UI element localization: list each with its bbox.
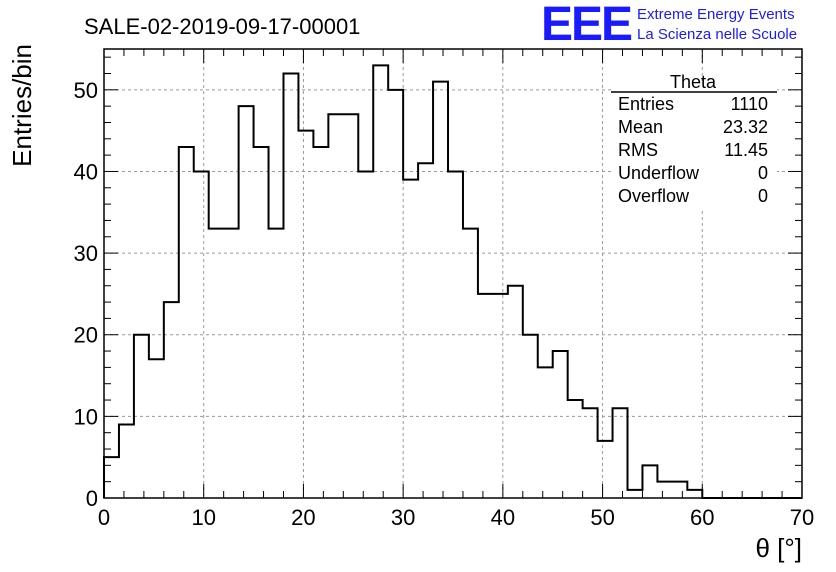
histogram-bin	[583, 408, 598, 498]
histogram-bin	[613, 408, 628, 498]
stats-label-overflow: Overflow	[618, 186, 690, 206]
y-tick-label: 40	[74, 159, 98, 184]
stats-box-title: Theta	[670, 72, 717, 92]
x-tick-label: 50	[590, 505, 614, 530]
x-tick-label: 60	[690, 505, 714, 530]
histogram-bin	[508, 286, 523, 498]
histogram-bin	[642, 465, 657, 498]
histogram-bin	[568, 400, 583, 498]
stats-value-rms: 11.45	[724, 140, 768, 160]
axes: 0 10 20 30 40 50 60 70 0 10 20 30 40 50	[74, 48, 814, 530]
logo-subtitle-line2: La Scienza nelle Scuole	[637, 26, 797, 43]
histogram-bin	[254, 147, 269, 498]
histogram-bin	[657, 482, 672, 498]
x-tick-label: 0	[98, 505, 110, 530]
stats-box: Theta Entries 1110 Mean 23.32 RMS 11.45 …	[611, 72, 777, 209]
stats-label-mean: Mean	[618, 117, 663, 137]
histogram-bin	[343, 114, 358, 498]
histogram-bin	[119, 425, 134, 498]
histogram-bin	[358, 171, 373, 498]
histogram-bin	[403, 180, 418, 498]
stats-box-background	[611, 81, 777, 209]
histogram-bin	[298, 131, 313, 498]
histogram-bin	[164, 302, 179, 498]
histogram-bin	[493, 294, 508, 498]
histogram-bin	[209, 229, 224, 498]
histogram-bin	[553, 351, 568, 498]
histogram-bin	[598, 441, 613, 498]
histogram-bin	[373, 65, 388, 498]
histogram-bin	[418, 163, 433, 498]
x-tick-label: 10	[191, 505, 215, 530]
histogram-bin	[194, 171, 209, 498]
x-tick-label: 40	[491, 505, 515, 530]
stats-label-underflow: Underflow	[618, 163, 700, 183]
histogram-outline	[103, 64, 802, 499]
histogram-bin	[523, 335, 538, 498]
logo-subtitle-line1: Extreme Energy Events	[637, 6, 795, 23]
eee-logo-letters: EEE	[541, 0, 632, 51]
stats-value-entries: 1110	[731, 94, 768, 114]
histogram-bin	[538, 367, 553, 498]
stats-value-mean: 23.32	[723, 117, 768, 137]
histogram-bin	[478, 294, 493, 498]
y-tick-label: 30	[74, 241, 98, 266]
stats-value-underflow: 0	[758, 163, 768, 183]
y-axis-label: Entries/bin	[7, 44, 37, 167]
x-tick-label: 30	[391, 505, 415, 530]
histogram-bin	[672, 482, 687, 498]
y-tick-label: 0	[86, 486, 98, 511]
y-tick-label: 20	[74, 323, 98, 348]
x-tick-label: 20	[291, 505, 315, 530]
histogram-bin	[179, 147, 194, 498]
histogram-bin	[628, 490, 643, 498]
eee-logo: EEE Extreme Energy Events La Scienza nel…	[541, 0, 797, 51]
histogram-bin	[134, 335, 149, 498]
histogram-bin	[388, 90, 403, 498]
histogram-bin	[239, 106, 254, 498]
histogram-bin	[269, 229, 284, 498]
stats-label-entries: Entries	[618, 94, 674, 114]
histogram-bin	[224, 229, 239, 498]
y-tick-label: 50	[74, 78, 98, 103]
histogram-bin	[687, 490, 702, 498]
histogram-bin	[433, 82, 448, 498]
histogram-bin	[104, 457, 119, 498]
histogram-bin	[328, 114, 343, 498]
stats-label-rms: RMS	[618, 140, 658, 160]
histogram-bin	[149, 359, 164, 498]
x-axis-label: θ [°]	[755, 533, 802, 563]
chart-title: SALE-02-2019-09-17-00001	[84, 14, 360, 39]
histogram-bin	[283, 73, 298, 498]
y-tick-label: 10	[74, 404, 98, 429]
plot-frame	[103, 48, 803, 499]
x-tick-label: 70	[790, 505, 814, 530]
stats-value-overflow: 0	[758, 186, 768, 206]
histogram-bin	[448, 171, 463, 498]
histogram-bin	[463, 229, 478, 498]
histogram-bin	[313, 147, 328, 498]
